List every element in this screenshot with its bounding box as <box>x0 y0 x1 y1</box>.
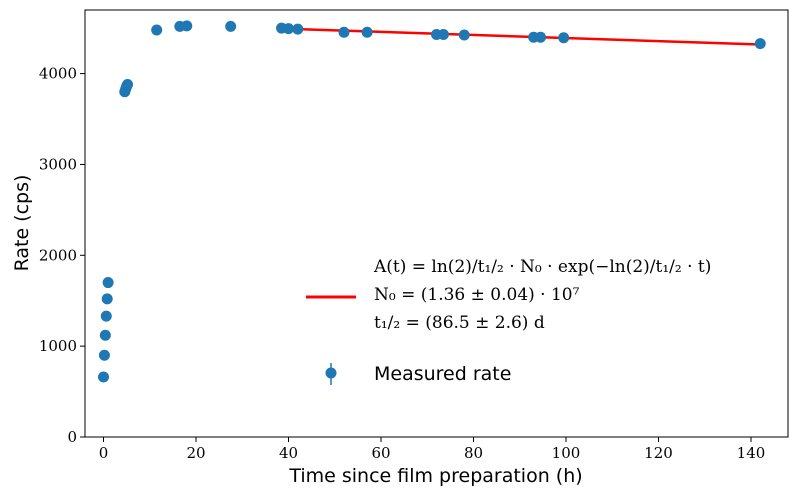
data-point <box>151 24 163 36</box>
y-tick-label: 2000 <box>39 246 77 264</box>
data-point <box>283 23 294 35</box>
data-point <box>458 29 470 41</box>
x-axis-title: Time since film preparation (h) <box>288 465 582 487</box>
data-points-layer <box>98 20 766 383</box>
data-point <box>225 20 237 32</box>
data-point <box>361 26 373 38</box>
data-point <box>754 38 766 50</box>
x-tick-label: 40 <box>279 444 298 462</box>
x-tick-label: 140 <box>737 444 766 462</box>
y-tick-label: 0 <box>67 428 77 446</box>
data-point <box>558 32 570 44</box>
x-tick-label: 100 <box>552 444 581 462</box>
data-point <box>98 371 109 383</box>
x-tick-label: 0 <box>99 444 109 462</box>
data-point <box>181 20 193 32</box>
x-tick-label: 80 <box>464 444 483 462</box>
data-point <box>102 277 114 289</box>
legend-fit-line-1: A(t) = ln(2)/t₁/₂ · N₀ · exp(−ln(2)/t₁/₂… <box>373 257 711 277</box>
y-tick-label: 1000 <box>39 337 77 355</box>
x-axis: 0 20 40 60 80 100 120 140 <box>99 437 766 462</box>
legend-measured-label: Measured rate <box>374 363 511 385</box>
x-tick-label: 120 <box>644 444 673 462</box>
data-point <box>437 29 449 41</box>
legend-fit-line-3: t₁/₂ = (86.5 ± 2.6) d <box>374 313 545 333</box>
data-point <box>338 26 350 38</box>
plot-area <box>84 9 789 438</box>
y-tick-label: 4000 <box>39 65 77 83</box>
legend: A(t) = ln(2)/t₁/₂ · N₀ · exp(−ln(2)/t₁/₂… <box>306 257 711 385</box>
y-axis-title: Rate (cps) <box>11 175 33 272</box>
y-tick-label: 3000 <box>39 155 77 173</box>
legend-fit-line-2: N₀ = (1.36 ± 0.04) · 10⁷ <box>374 285 580 305</box>
y-axis: 0 1000 2000 3000 4000 <box>39 65 85 446</box>
x-tick-label: 60 <box>371 444 390 462</box>
data-point <box>292 23 304 35</box>
data-point <box>535 31 547 43</box>
data-point <box>98 349 110 361</box>
data-point <box>99 329 111 341</box>
data-point <box>101 293 113 305</box>
data-point <box>122 78 134 90</box>
legend-measured-marker <box>325 367 337 379</box>
x-tick-label: 20 <box>186 444 205 462</box>
data-point <box>100 310 112 322</box>
